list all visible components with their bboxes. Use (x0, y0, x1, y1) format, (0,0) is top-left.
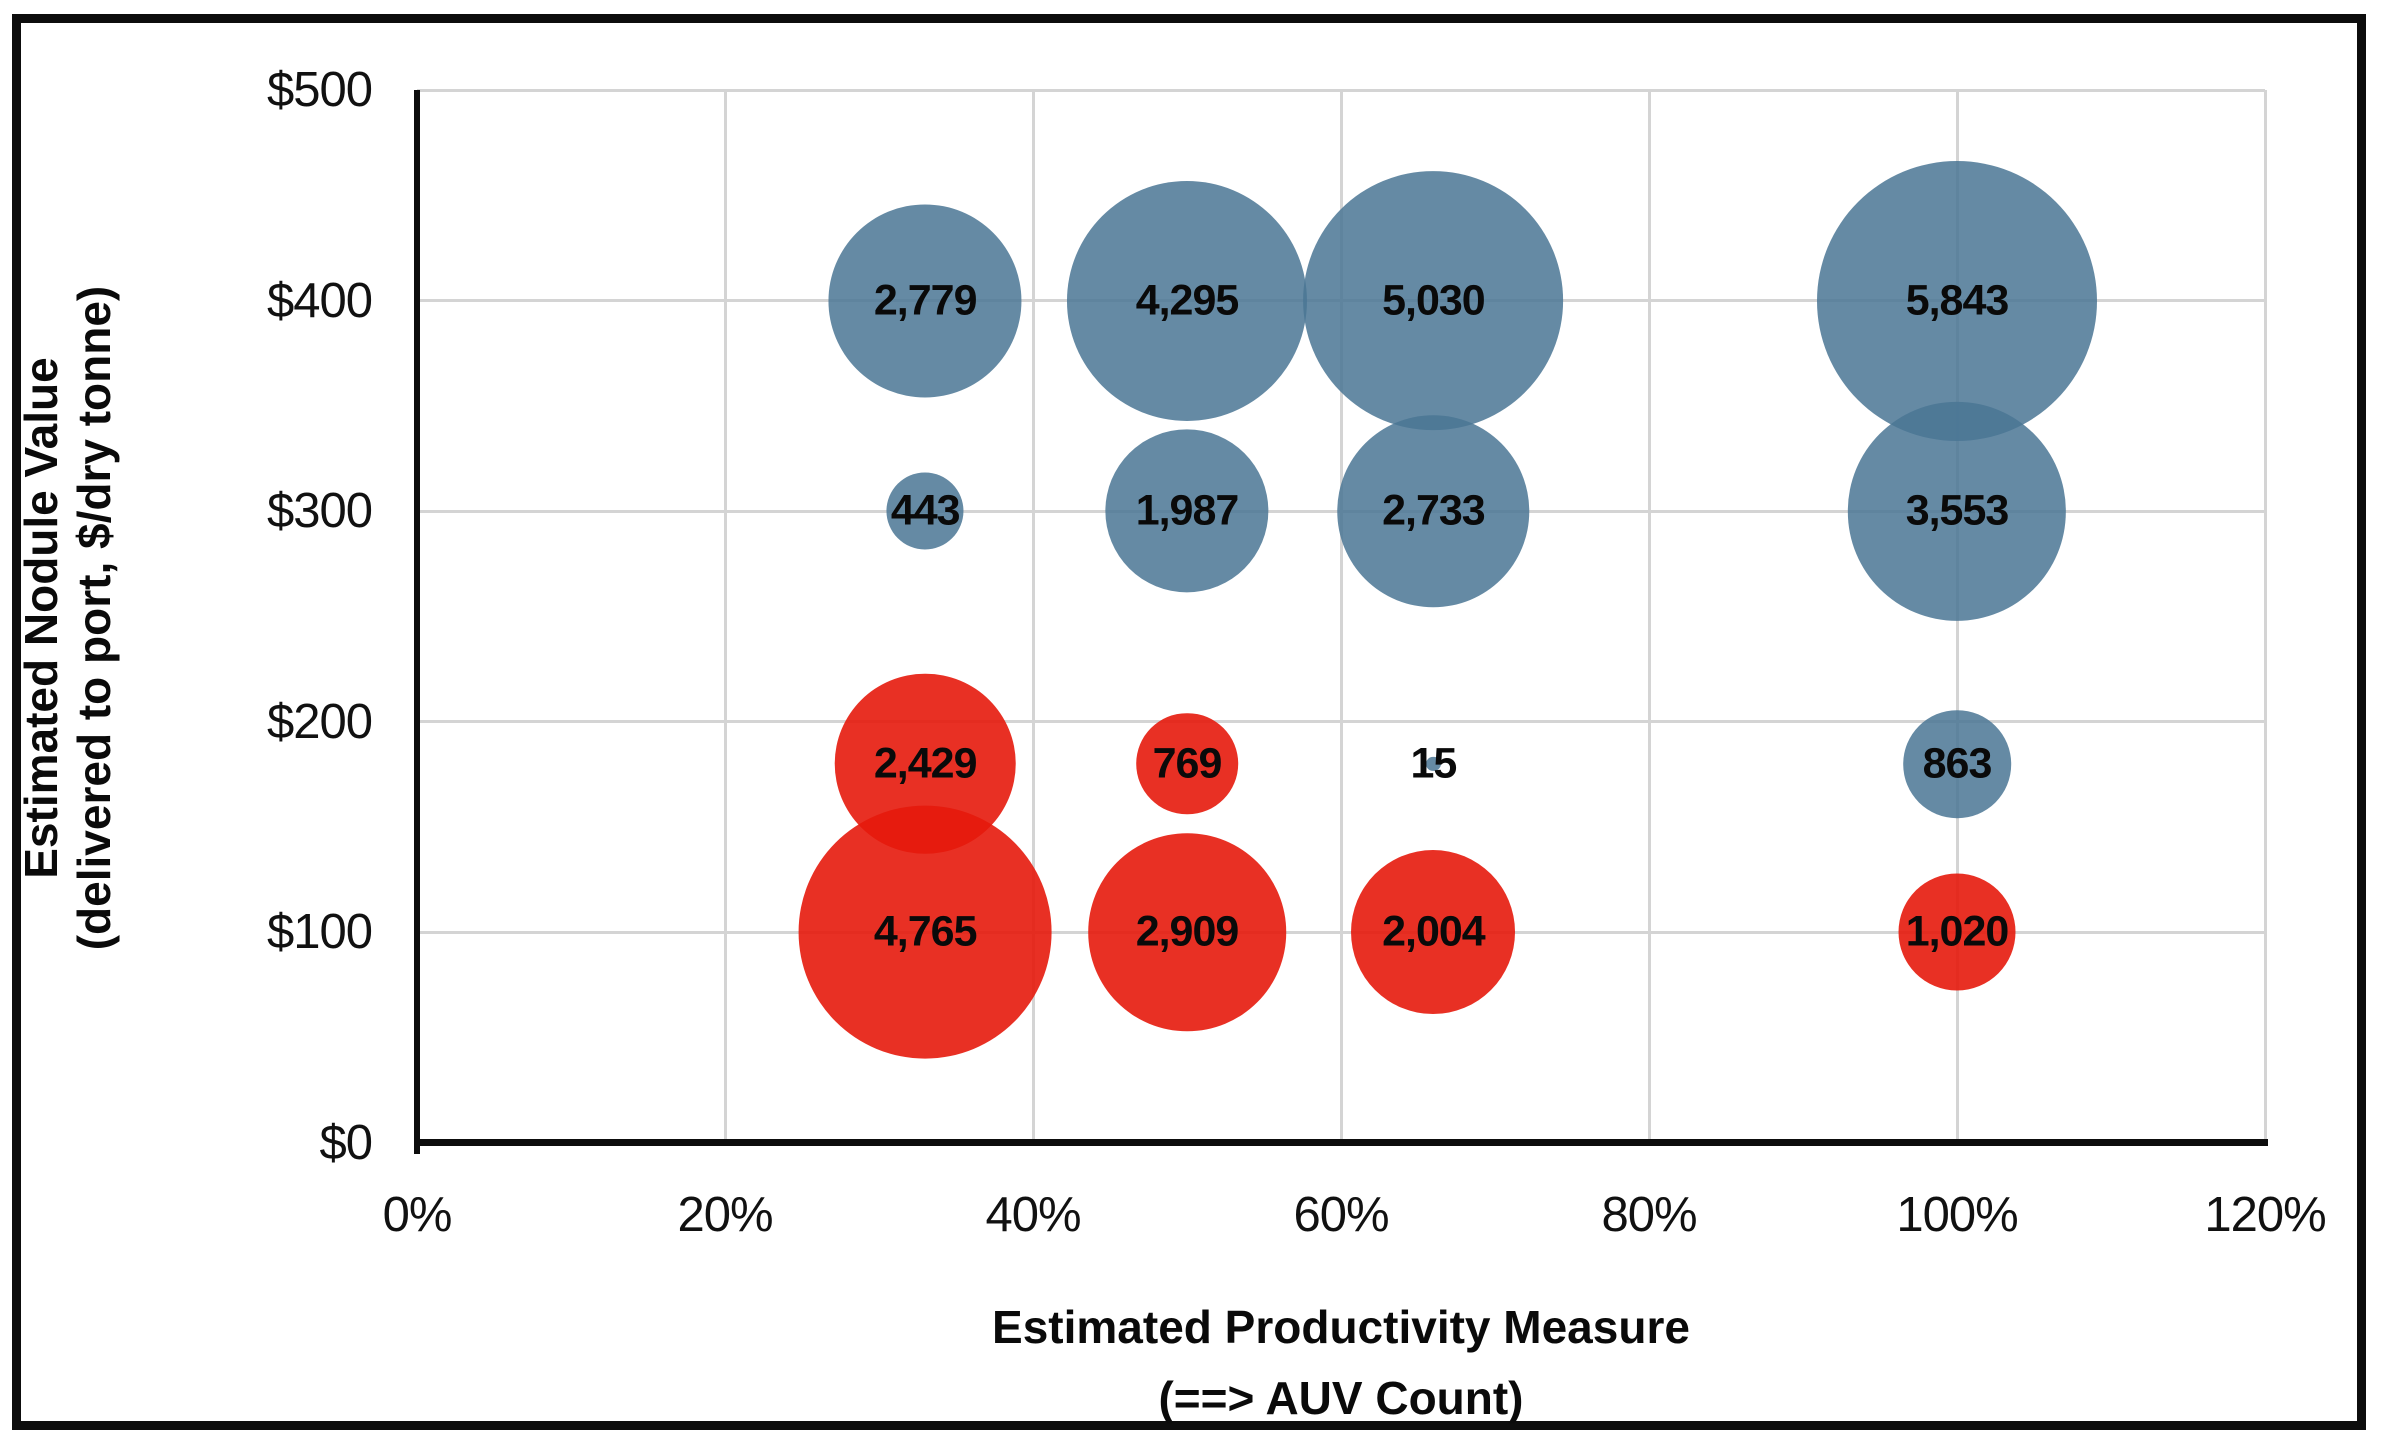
y-tick-label: $200 (266, 694, 373, 749)
y-axis-title-line1: Estimated Nodule Value (15, 357, 67, 879)
x-tick-label: 0% (382, 1188, 453, 1242)
x-tick-label: 60% (1293, 1188, 1389, 1242)
x-axis-line (414, 1139, 2268, 1146)
bubble-blue (886, 472, 964, 550)
bubble-value-label: 443 (890, 486, 961, 535)
bubble-value-label: 4,295 (1135, 276, 1240, 325)
bubble-value-label: 2,004 (1382, 907, 1486, 956)
x-axis-title-line2: (==> AUV Count) (1158, 1372, 1524, 1425)
bubble-value-label: 2,429 (873, 739, 978, 788)
bubble-value-label: 2,733 (1382, 486, 1486, 535)
bubble-value-label: 3,553 (1905, 486, 2010, 535)
y-axis-line (414, 90, 420, 1154)
y-tick-label: $400 (266, 273, 373, 328)
bubble-blue (1105, 429, 1269, 593)
bubble-blue (828, 204, 1022, 398)
gridline-vertical (1339, 90, 1343, 1143)
bubble-blue (1903, 710, 2011, 818)
y-axis-title-line2: (delivered to port, $/dry tonne) (67, 285, 120, 951)
y-tick-label: $100 (266, 905, 373, 960)
bubble-red (1351, 850, 1516, 1015)
x-tick-label: 100% (1896, 1188, 2018, 1242)
bubble-red (1088, 833, 1286, 1032)
bubble-value-label: 863 (1922, 739, 1993, 788)
bubble-value-label: 1,987 (1135, 486, 1240, 535)
x-tick-label: 80% (1601, 1188, 1697, 1242)
gridline-vertical (1031, 90, 1035, 1143)
x-tick-label: 40% (985, 1188, 1081, 1242)
y-tick-label: $300 (266, 484, 373, 539)
bubble-red (1136, 713, 1238, 815)
plot-area: 2,779 4,295 5,030 5,843 443 1,987 2,733 3,553 15… (414, 88, 2268, 1154)
bubble-blue (1847, 402, 2067, 621)
gridline-vertical (723, 90, 727, 1143)
bubble-red (1898, 873, 2016, 991)
bubble-value-label: 2,779 (873, 276, 978, 325)
x-tick-label: 20% (677, 1188, 773, 1242)
bubble-blue (1426, 756, 1441, 771)
bubble-red (798, 805, 1052, 1059)
gridline-vertical (1647, 90, 1651, 1143)
bubble-value-label: 5,030 (1382, 276, 1486, 325)
bubble-value-label: 5,843 (1905, 276, 2010, 325)
bubble-blue (1817, 160, 2097, 441)
y-tick-label: $500 (266, 63, 373, 117)
bubble-value-label: 2,909 (1135, 907, 1240, 956)
x-axis-title-line1: Estimated Productivity Measure (992, 1301, 1690, 1353)
bubble-value-label: 4,765 (873, 907, 978, 956)
y-tick-label: $0 (319, 1116, 373, 1170)
x-axis-title: Estimated Productivity Measure (==> AUV … (417, 1292, 2265, 1435)
bubble-value-label: 769 (1152, 739, 1223, 788)
bubble-blue (1337, 415, 1530, 607)
bubble-blue (1303, 170, 1564, 431)
bubble-value-label: 1,020 (1905, 907, 2010, 956)
bubble-blue (1066, 180, 1308, 421)
bubble-value-label: 15 (1410, 739, 1457, 788)
y-axis-title: Estimated Nodule Value (delivered to por… (15, 163, 120, 1073)
gridline-vertical (2263, 90, 2267, 1143)
x-tick-label: 120% (2204, 1188, 2326, 1242)
